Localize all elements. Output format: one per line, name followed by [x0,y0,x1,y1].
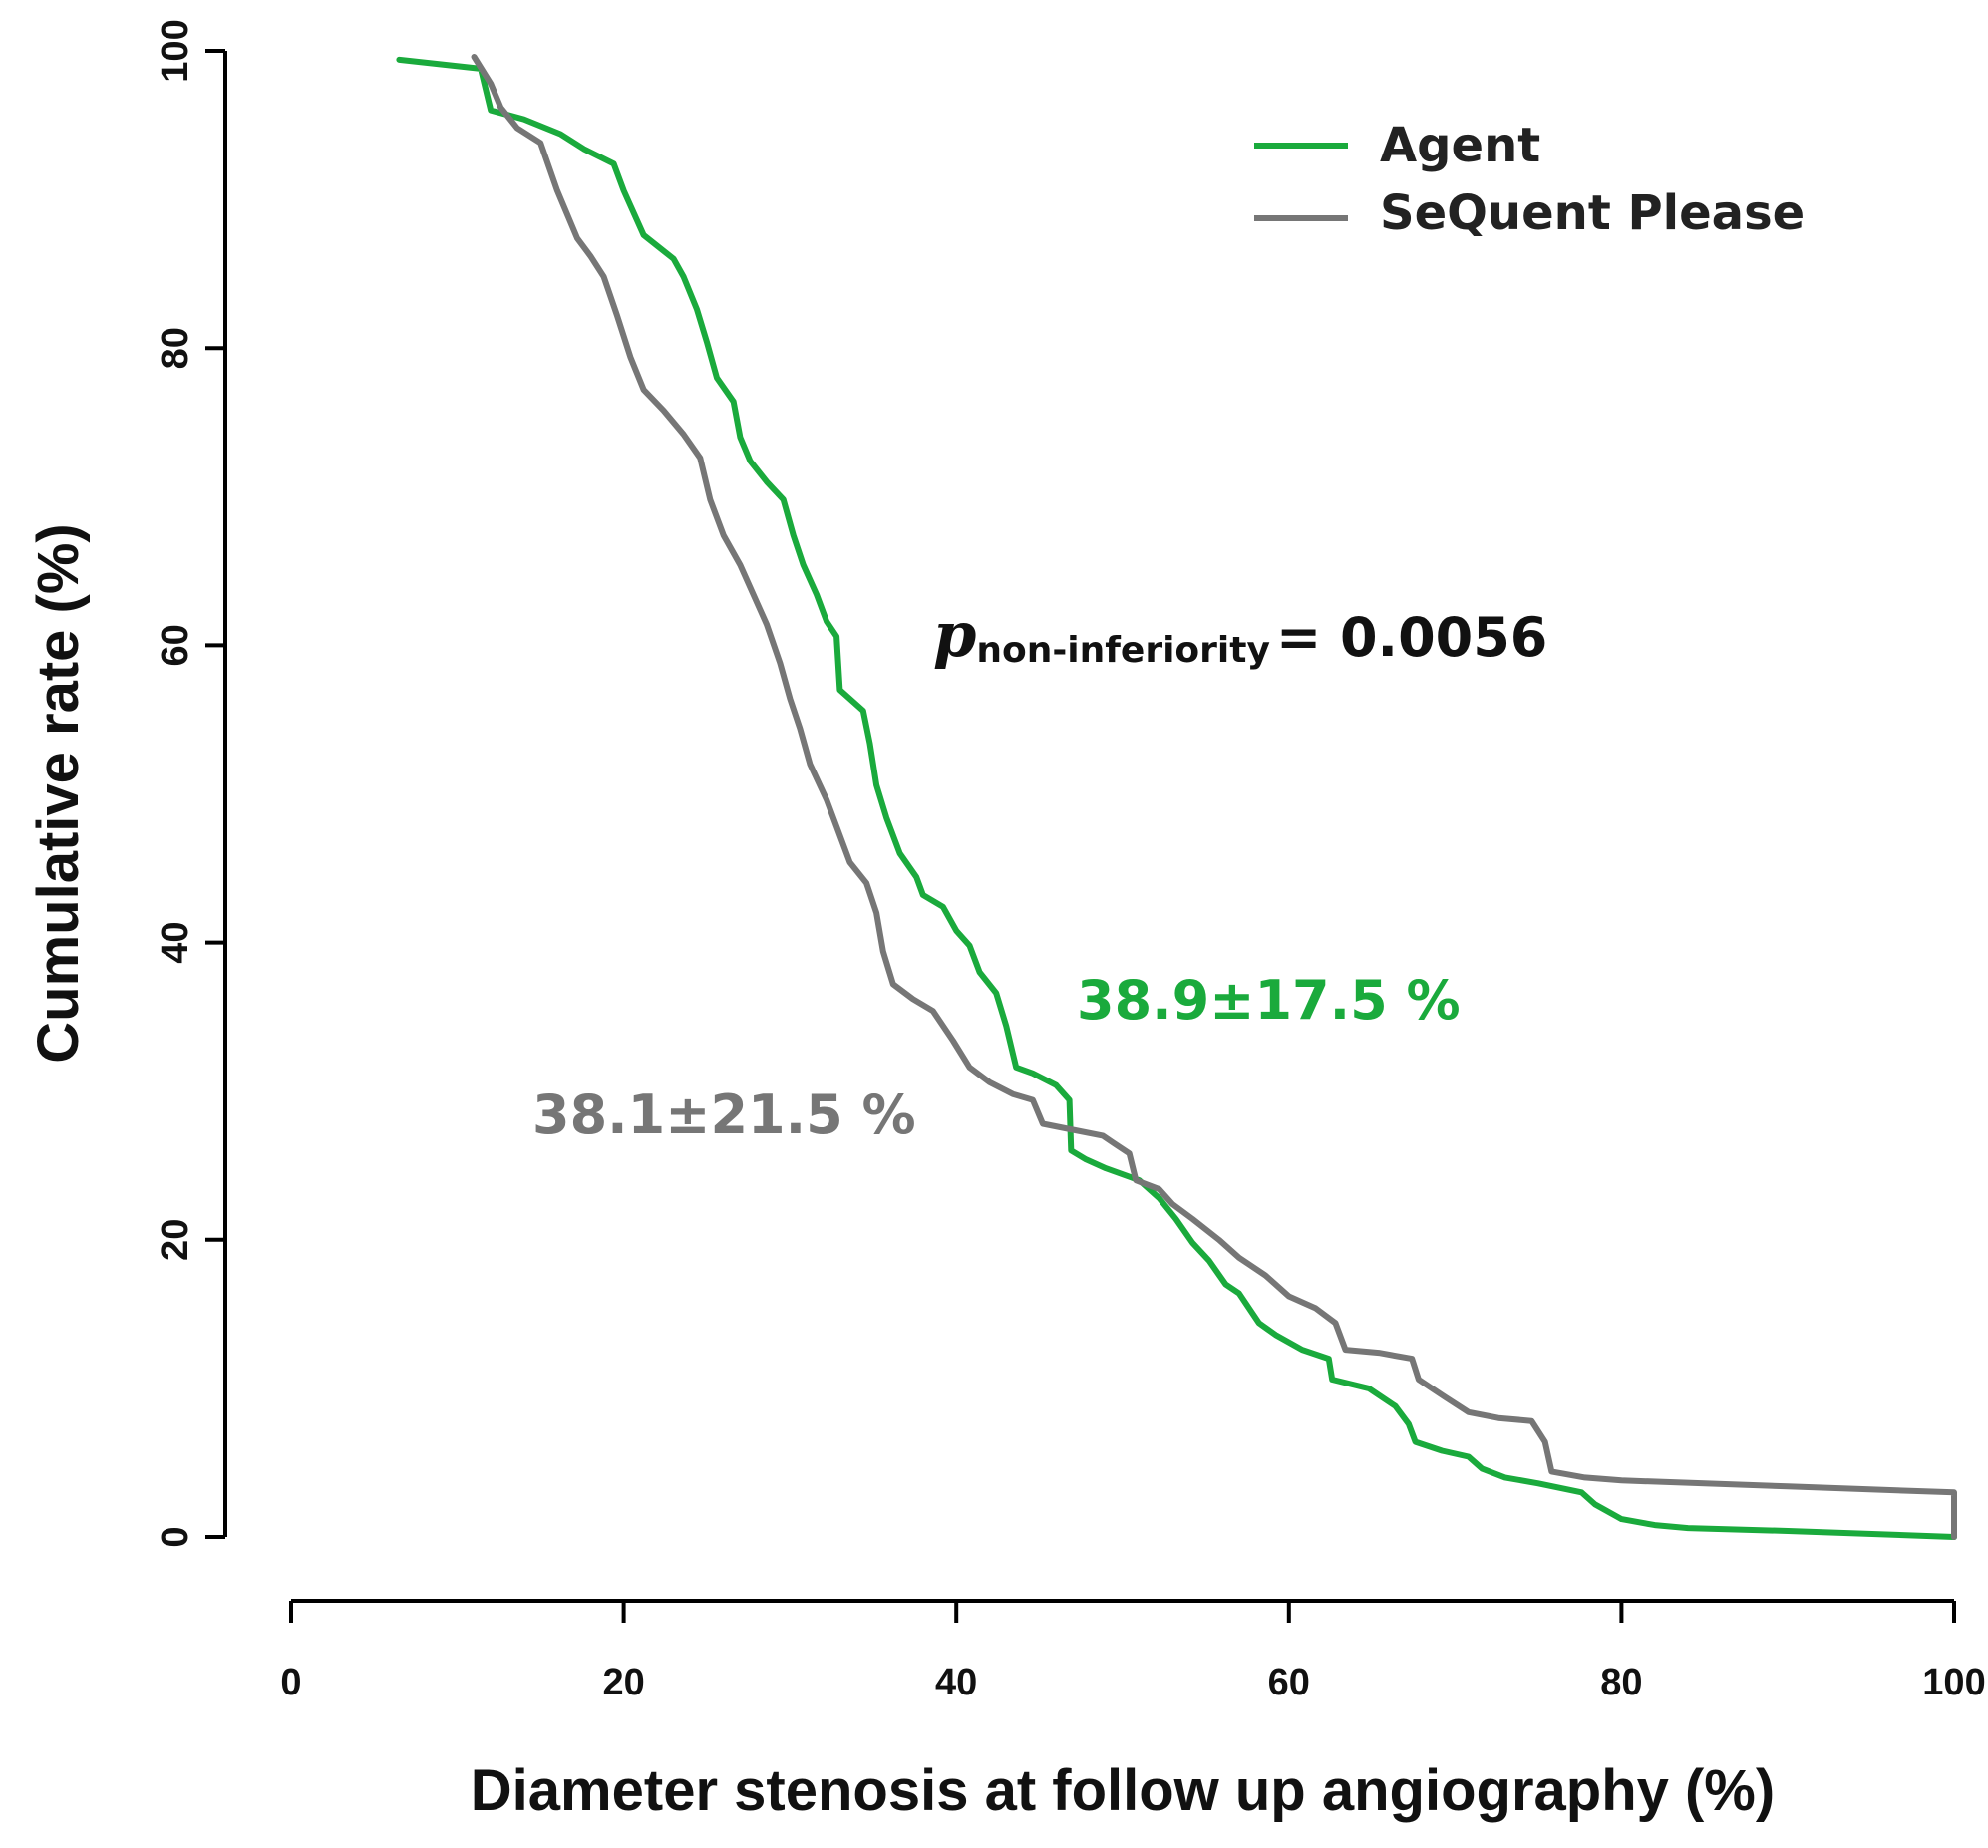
y-tick-label-100: 100 [155,19,196,82]
series-line-sequent-please [471,54,1957,1540]
y-axis-title: Cumulative rate (%) [26,523,91,1063]
y-tick-label-80: 80 [155,327,196,369]
x-tick-label-60: 60 [1268,1662,1310,1703]
p-value-text: pnon-inferiority = 0.0056 [933,598,1547,671]
x-tick-label-40: 40 [935,1662,977,1703]
p-symbol: p [933,598,976,671]
series-layer [396,54,1957,1540]
y-axis-ticks: 0 20 40 60 80 100 [155,19,225,1548]
sequent-stat-label: 38.1±21.5 % [532,1083,916,1146]
agent-stat-label: 38.9±17.5 % [1077,969,1461,1032]
x-axis-ticks: 0 20 40 60 80 100 [280,1601,1986,1703]
x-tick-label-0: 0 [280,1662,301,1703]
y-tick-label-60: 60 [155,624,196,666]
series-line-agent [396,56,1957,1540]
p-value: = 0.0056 [1276,606,1547,669]
y-tick-label-40: 40 [155,921,196,963]
p-value-annotation: pnon-inferiority = 0.0056 [933,598,1547,671]
x-tick-label-80: 80 [1600,1662,1642,1703]
legend-label-agent: Agent [1380,118,1540,173]
y-tick-label-20: 20 [155,1219,196,1261]
x-tick-label-20: 20 [602,1662,644,1703]
x-tick-label-100: 100 [1922,1662,1985,1703]
legend: Agent SeQuent Please [1254,118,1805,241]
p-subscript: non-inferiority [976,630,1270,671]
x-axis-title: Diameter stenosis at follow up angiograp… [471,1758,1775,1823]
y-tick-label-0: 0 [155,1526,196,1547]
legend-label-sequent-please: SeQuent Please [1380,185,1805,241]
